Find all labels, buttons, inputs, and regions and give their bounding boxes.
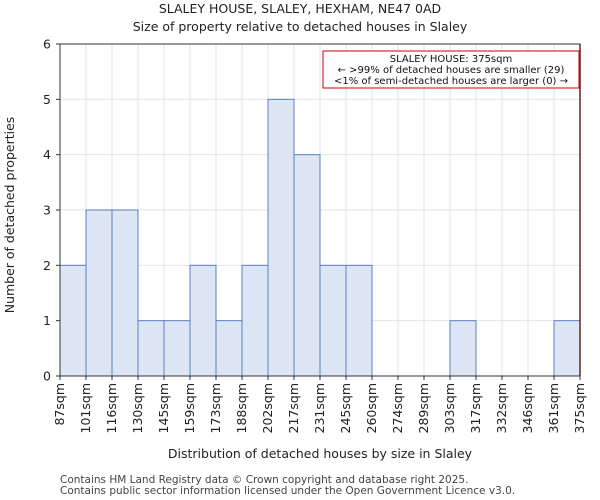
chart-subtitle: Size of property relative to detached ho… bbox=[133, 19, 468, 34]
x-tick-label: 375sqm bbox=[572, 383, 587, 433]
x-tick-label: 231sqm bbox=[312, 383, 327, 433]
x-tick-label: 217sqm bbox=[286, 383, 301, 433]
y-tick-label: 0 bbox=[43, 369, 51, 384]
x-tick-label: 245sqm bbox=[338, 383, 353, 433]
bar-361sqm bbox=[553, 320, 581, 377]
y-tick-label: 2 bbox=[43, 258, 51, 273]
footer-line-1: Contains HM Land Registry data © Crown c… bbox=[60, 474, 468, 486]
x-tick-label: 361sqm bbox=[546, 383, 561, 433]
bar-231sqm bbox=[319, 264, 347, 377]
bar-145sqm bbox=[163, 320, 191, 377]
x-ticks: 87sqm 101sqm 116sqm 130sqm 145sqm 159sqm 173sq… bbox=[52, 376, 587, 433]
footer-line-2: Contains public sector information licen… bbox=[60, 485, 515, 497]
annotation-line-2: ← >99% of detached houses are smaller (2… bbox=[338, 65, 565, 76]
bars bbox=[59, 98, 581, 377]
x-tick-label: 159sqm bbox=[182, 383, 197, 433]
x-tick-label: 130sqm bbox=[130, 383, 145, 433]
x-tick-label: 289sqm bbox=[416, 383, 431, 433]
bar-188sqm bbox=[241, 264, 269, 377]
bar-245sqm bbox=[345, 264, 373, 377]
annotation-frame bbox=[322, 50, 580, 89]
y-ticks: 0 1 2 3 4 5 6 bbox=[43, 37, 60, 384]
bar-202sqm bbox=[267, 98, 295, 377]
x-axis-label: Distribution of detached houses by size … bbox=[168, 446, 473, 461]
chart-title: SLALEY HOUSE, SLALEY, HEXHAM, NE47 0AD bbox=[159, 1, 441, 16]
y-tick-label: 5 bbox=[43, 92, 51, 107]
x-tick-label: 116sqm bbox=[104, 383, 119, 433]
y-tick-label: 6 bbox=[43, 37, 51, 52]
bar-101sqm bbox=[85, 209, 113, 377]
x-tick-label: 101sqm bbox=[78, 383, 93, 433]
bar-130sqm bbox=[137, 320, 165, 377]
y-tick-label: 1 bbox=[43, 313, 51, 328]
x-tick-label: 346sqm bbox=[520, 383, 535, 433]
bar-87sqm bbox=[59, 264, 87, 377]
bar-303sqm bbox=[449, 320, 477, 377]
y-tick-label: 4 bbox=[43, 147, 51, 162]
x-tick-label: 145sqm bbox=[156, 383, 171, 433]
bar-217sqm bbox=[293, 154, 321, 377]
bar-159sqm bbox=[189, 264, 217, 377]
x-tick-label: 317sqm bbox=[468, 383, 483, 433]
x-tick-label: 173sqm bbox=[208, 383, 223, 433]
annotation-line-3: <1% of semi-detached houses are larger (… bbox=[334, 76, 568, 87]
x-tick-label: 87sqm bbox=[52, 383, 67, 426]
x-tick-label: 188sqm bbox=[234, 383, 249, 433]
bar-116sqm bbox=[111, 209, 139, 377]
x-tick-label: 332sqm bbox=[494, 383, 509, 433]
x-tick-label: 303sqm bbox=[442, 383, 457, 433]
x-tick-label: 202sqm bbox=[260, 383, 275, 433]
y-tick-label: 3 bbox=[43, 203, 51, 218]
x-tick-label: 260sqm bbox=[364, 383, 379, 433]
x-tick-label: 274sqm bbox=[390, 383, 405, 433]
annotation-line-1: SLALEY HOUSE: 375sqm bbox=[390, 54, 512, 65]
bar-173sqm bbox=[215, 320, 243, 377]
y-axis-label: Number of detached properties bbox=[2, 117, 17, 314]
annotation-box: SLALEY HOUSE: 375sqm ← >99% of detached … bbox=[322, 50, 580, 89]
